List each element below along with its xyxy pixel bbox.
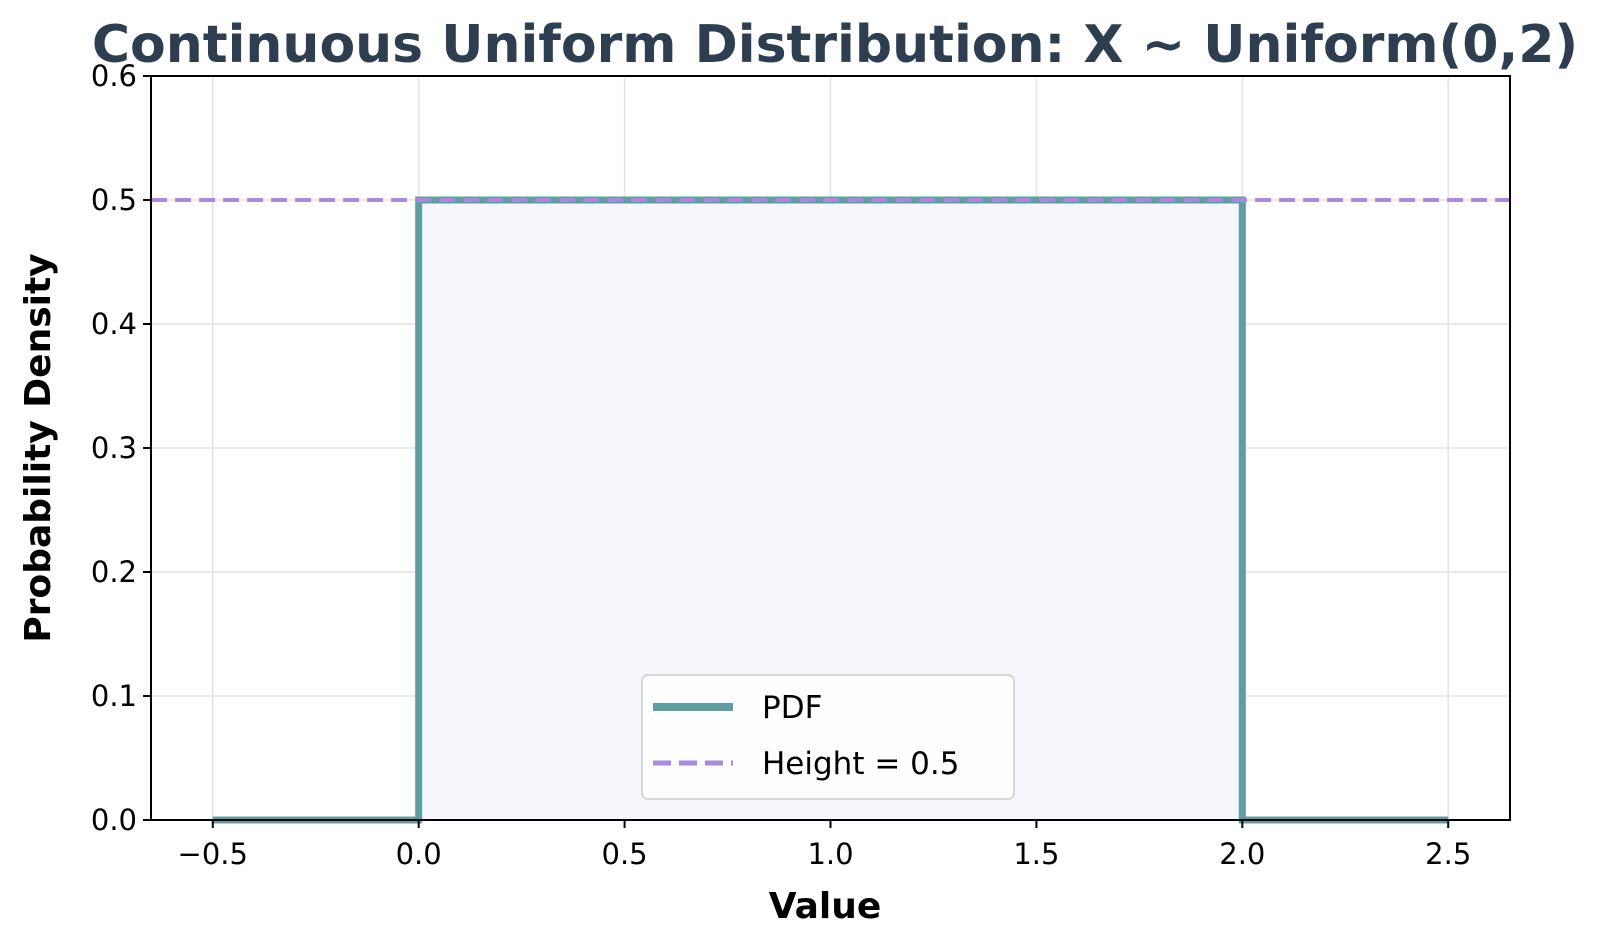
- x-tick-label: 0.0: [396, 837, 442, 871]
- y-tick-label: 0.5: [91, 183, 137, 217]
- x-axis-title: Value: [769, 886, 882, 927]
- x-tick-label: 1.0: [807, 837, 853, 871]
- pdf-area: [212, 200, 1449, 820]
- chart-title: Continuous Uniform Distribution: X ~ Uni…: [92, 15, 1578, 75]
- y-axis-title: Probability Density: [18, 253, 59, 642]
- y-tick-label: 0.6: [91, 59, 137, 93]
- x-tick-label: 0.5: [602, 837, 648, 871]
- y-tick-label: 0.1: [91, 679, 137, 713]
- x-tick-label: 1.5: [1013, 837, 1059, 871]
- y-tick-label: 0.2: [91, 555, 137, 589]
- y-tick-label: 0.3: [91, 431, 137, 465]
- y-tick-label: 0.4: [91, 307, 137, 341]
- tick-labels: −0.5 0.0 0.5 1.0 1.5 2.0 2.5 0.0 0.1 0.2 0.3 0.4 0.5…: [91, 59, 1471, 871]
- legend: PDF Height = 0.5: [641, 674, 1015, 800]
- y-tick-label: 0.0: [91, 803, 137, 837]
- x-tick-label: 2.0: [1219, 837, 1265, 871]
- legend-label-pdf: PDF: [762, 690, 822, 726]
- x-tick-label: −0.5: [178, 837, 248, 871]
- pdf-fill-area: [212, 200, 1449, 820]
- x-tick-label: 2.5: [1425, 837, 1471, 871]
- legend-box: [641, 674, 1015, 800]
- legend-label-height: Height = 0.5: [762, 746, 959, 782]
